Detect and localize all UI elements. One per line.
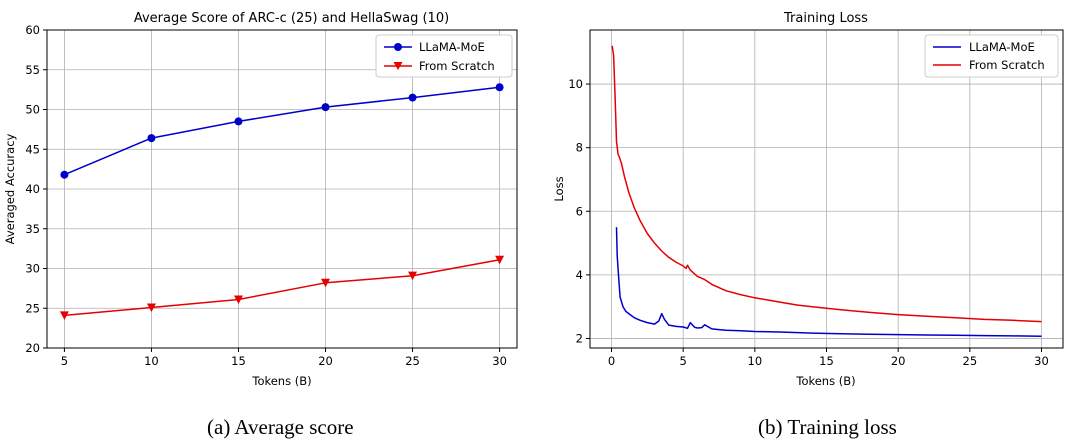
chart-a-point-llama-moe	[234, 117, 243, 126]
chart-b-ytick-label: 2	[576, 331, 583, 345]
chart-b-title: Training Loss	[783, 11, 868, 26]
chart-b-ytick-label: 10	[568, 77, 583, 91]
chart-a-point-from-scratch	[233, 295, 243, 305]
chart-a-xtick-label: 25	[405, 354, 420, 368]
chart-a-legend-marker-llama	[394, 43, 402, 51]
chart-a-xtick-label: 20	[318, 354, 333, 368]
chart-a-point-llama-moe	[408, 93, 417, 102]
chart-b-legend-label-scratch: From Scratch	[969, 58, 1045, 72]
chart-b-legend-label-llama: LLaMA-MoE	[969, 40, 1035, 54]
chart-a-ylabel: Averaged Accuracy	[3, 133, 17, 244]
chart-a-legend-marker-scratch	[393, 62, 403, 70]
chart-a-ytick-label: 20	[25, 341, 40, 355]
chart-a-xtick-label: 5	[61, 354, 68, 368]
chart-b-grid	[590, 30, 1063, 348]
chart-b-xtick-label: 0	[608, 354, 615, 368]
chart-a-ytick-label: 45	[25, 142, 40, 156]
chart-b-xtick-label: 10	[748, 354, 763, 368]
chart-b-ytick-label: 8	[576, 141, 583, 155]
chart-b-xtick-label: 5	[680, 354, 687, 368]
chart-b-caption: (b) Training loss	[758, 415, 897, 439]
chart-b-line-from-scratch	[611, 45, 1042, 323]
chart-a-ytick-label: 35	[25, 222, 40, 236]
chart-a-title: Average Score of ARC-c (25) and HellaSwa…	[134, 11, 449, 26]
chart-a-point-llama-moe	[147, 134, 156, 143]
chart-b-line-llama-moe	[615, 227, 1042, 337]
chart-b-legend-box	[924, 34, 1059, 78]
chart-a-point-from-scratch	[408, 271, 418, 281]
chart-a-ytick-label: 25	[25, 301, 40, 315]
chart-a-line-from-scratch	[64, 259, 500, 317]
chart-a-ytick-label: 50	[25, 103, 40, 117]
chart-b-xtick-label: 30	[1034, 354, 1049, 368]
chart-a-ytick-label: 55	[25, 63, 40, 77]
chart-a-point-from-scratch	[59, 311, 69, 320]
chart-a-xlabel: Tokens (B)	[251, 374, 311, 388]
chart-a-ytick-label: 30	[25, 262, 40, 276]
chart-a-xtick-label: 10	[144, 354, 159, 368]
chart-a-point-from-scratch	[495, 255, 505, 265]
chart-a-point-llama-moe	[60, 170, 69, 179]
chart-training-loss: Training Loss 0 5 10 15 20 25 30 2 4 6 8 10 Tokens …	[552, 11, 1064, 439]
chart-a-xtick-label: 30	[492, 354, 507, 368]
chart-b-legend: LLaMA-MoE From Scratch	[924, 34, 1059, 78]
chart-b-series	[611, 45, 1042, 337]
chart-average-score: Average Score of ARC-c (25) and HellaSwa…	[3, 11, 518, 439]
chart-a-ytick-label: 40	[25, 182, 40, 196]
chart-b-xtick-label: 25	[963, 354, 978, 368]
chart-a-xtick-label: 15	[231, 354, 246, 368]
chart-b-ytick-label: 4	[576, 268, 583, 282]
chart-b-ytick-label: 6	[576, 204, 583, 218]
chart-b-xtick-label: 15	[819, 354, 834, 368]
chart-a-legend-label-llama: LLaMA-MoE	[419, 40, 485, 54]
chart-a-legend-label-scratch: From Scratch	[419, 59, 495, 73]
chart-a-grid	[47, 29, 517, 349]
chart-a-line-llama-moe	[64, 86, 500, 176]
chart-b-xtick-label: 20	[891, 354, 906, 368]
chart-a-point-llama-moe	[321, 103, 330, 112]
chart-a-caption: (a) Average score	[207, 415, 354, 439]
chart-a-legend: LLaMA-MoE From Scratch	[375, 34, 513, 78]
chart-a-point-llama-moe	[495, 83, 504, 92]
chart-a-ytick-label: 60	[25, 23, 40, 37]
chart-a-point-from-scratch	[146, 303, 156, 312]
chart-a-point-from-scratch	[321, 278, 331, 288]
chart-b-ticks: 0 5 10 15 20 25 30 2 4 6 8 10	[568, 77, 1048, 368]
chart-a-ticks: 5 10 15 20 25 30 20 25 30 35 40 45 50 55 60	[25, 23, 507, 368]
chart-a-series	[59, 83, 505, 320]
chart-b-ylabel: Loss	[552, 176, 566, 201]
chart-b-xlabel: Tokens (B)	[795, 374, 855, 388]
